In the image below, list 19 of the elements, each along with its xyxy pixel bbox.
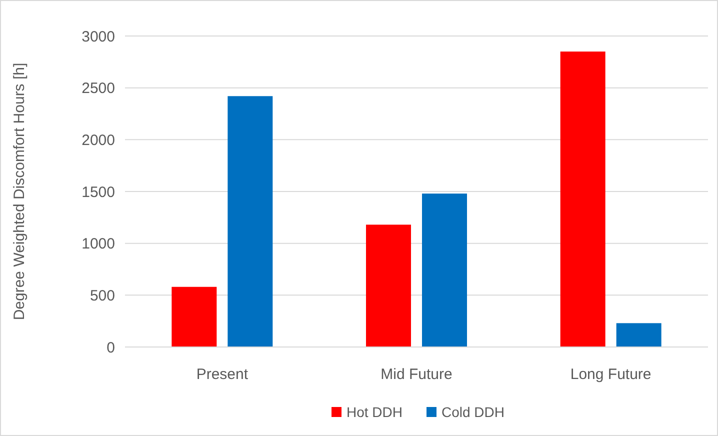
x-tick-label: Long Future — [570, 366, 652, 383]
y-axis-title: Degree Weighted Discomfort Hours [h] — [11, 62, 28, 320]
y-tick-label: 1000 — [82, 236, 115, 253]
bar — [422, 194, 467, 347]
y-tick-label: 2000 — [82, 132, 115, 149]
legend-label: Hot DDH — [346, 404, 403, 420]
bar — [228, 96, 273, 347]
y-tick-label: 1500 — [82, 184, 115, 201]
bar — [560, 52, 606, 347]
bar — [366, 224, 411, 347]
y-tick-label: 0 — [106, 339, 115, 356]
x-tick-label: Mid Future — [380, 366, 452, 383]
bar — [616, 323, 662, 347]
y-tick-label: 3000 — [82, 28, 115, 46]
y-tick-label: 500 — [90, 287, 115, 304]
bar — [172, 286, 217, 347]
y-tick-label: 2500 — [82, 80, 115, 98]
legend-label: Cold DDH — [442, 404, 505, 420]
x-tick-label: Present — [196, 366, 249, 383]
